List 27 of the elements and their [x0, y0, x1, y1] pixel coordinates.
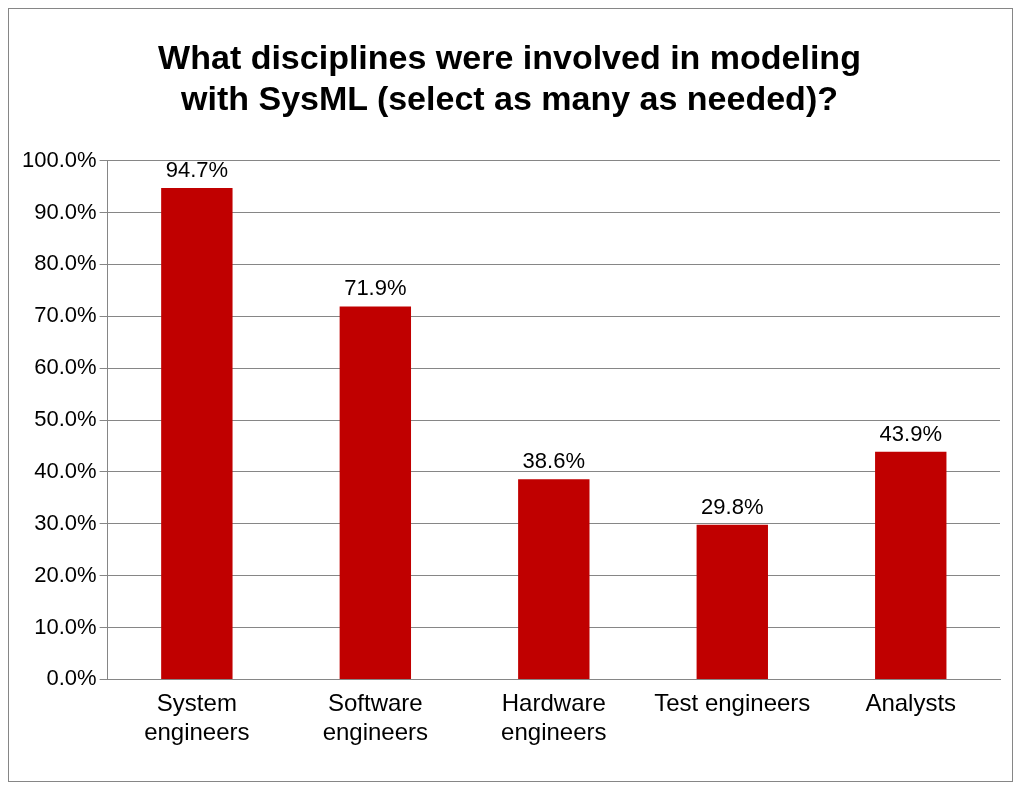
y-tick-label: 10.0%: [34, 613, 97, 639]
bar: [161, 188, 233, 679]
y-tick-label: 20.0%: [34, 561, 97, 587]
y-tick-label: 90.0%: [34, 198, 97, 224]
x-tick-label: System engineers: [144, 689, 250, 746]
y-tick-label: 70.0%: [34, 302, 97, 328]
bar: [518, 479, 590, 679]
y-tick-label: 50.0%: [34, 406, 97, 432]
x-tick-label: Test engineers: [654, 689, 811, 717]
y-tick-label: 0.0%: [46, 665, 97, 691]
bar: [696, 524, 768, 679]
chart-title: What disciplines were involved in modeling with SysML (select as many as needed)?: [158, 37, 861, 117]
x-tick-label: Software engineers: [322, 689, 429, 746]
data-label: 38.6%: [522, 448, 585, 474]
data-label: 43.9%: [879, 420, 942, 446]
y-tick-label: 60.0%: [34, 354, 97, 380]
data-label: 94.7%: [165, 157, 229, 183]
y-tick-label: 80.0%: [34, 250, 97, 276]
y-tick-label: 30.0%: [34, 509, 97, 535]
bar: [875, 451, 947, 679]
data-label: 71.9%: [344, 275, 407, 301]
y-tick-label: 40.0%: [34, 457, 97, 483]
data-label: 29.8%: [701, 493, 764, 519]
x-tick-label: Analysts: [865, 689, 957, 717]
y-tick-label: 100.0%: [21, 146, 97, 172]
x-tick-label: Hardware engineers: [501, 689, 607, 746]
bar: [339, 306, 412, 679]
